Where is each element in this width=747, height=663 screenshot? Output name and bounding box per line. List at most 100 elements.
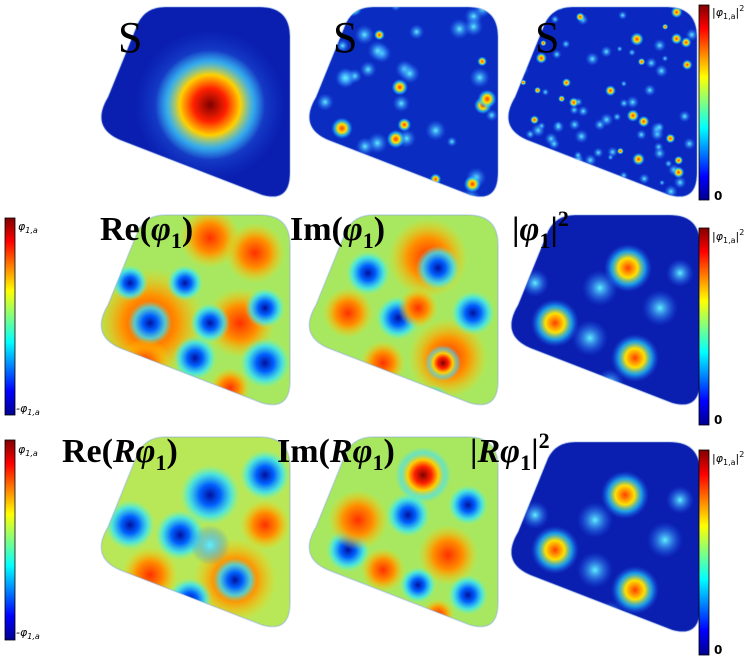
speckle	[661, 55, 669, 62]
speckle	[334, 67, 356, 89]
speckle	[485, 109, 498, 122]
speckle	[508, 54, 517, 62]
colorbar	[698, 449, 710, 656]
speckle	[538, 175, 552, 188]
speckle	[575, 12, 585, 22]
colorbar	[698, 227, 710, 426]
density-plot	[510, 441, 701, 633]
plot-edge	[510, 441, 701, 633]
speckle	[508, 94, 512, 102]
speckle	[349, 180, 365, 196]
speckle	[354, 24, 375, 45]
colorbar	[698, 4, 710, 201]
colorbar	[4, 439, 16, 641]
plot-content	[101, 437, 290, 627]
speckle	[335, 39, 350, 53]
panel-label: |Rφ1|2	[470, 428, 550, 475]
colorbar-label: |φ1,a|2	[712, 450, 744, 467]
blob	[611, 566, 659, 614]
speckle	[587, 193, 599, 197]
blob	[240, 500, 290, 550]
speckle	[508, 7, 511, 9]
panel-label: S	[333, 13, 357, 62]
speckle	[508, 67, 518, 77]
speckle	[510, 46, 520, 56]
blob	[173, 336, 217, 380]
speckle	[354, 190, 367, 197]
blob	[105, 500, 155, 550]
plot-content	[101, 7, 290, 197]
speckle	[674, 155, 684, 165]
plot-edge	[100, 6, 291, 198]
speckle	[612, 112, 622, 122]
panel-label: Re(φ1)	[100, 211, 193, 253]
panel-label: |φ1|2	[512, 206, 569, 253]
blob	[572, 320, 608, 356]
speckle	[662, 23, 669, 30]
speckle	[638, 173, 650, 185]
speckle	[367, 40, 388, 62]
speckle	[594, 118, 606, 131]
blob	[418, 525, 478, 585]
speckle	[665, 133, 676, 144]
speckle	[600, 45, 613, 58]
speckle	[508, 148, 513, 162]
blob	[386, 493, 430, 537]
speckle	[516, 12, 527, 23]
blob	[240, 338, 290, 388]
panel-label: Im(Rφ1)	[277, 433, 395, 475]
blob	[122, 547, 178, 603]
colorbar-label: -φ1,a	[16, 402, 40, 417]
blob	[666, 486, 694, 514]
plot-content	[309, 437, 498, 627]
speckle	[589, 186, 600, 197]
blob	[451, 291, 495, 335]
blob	[180, 465, 240, 525]
speckle	[392, 94, 411, 113]
speckle	[535, 52, 547, 64]
speckle	[658, 179, 666, 186]
blob	[213, 558, 257, 602]
speckle	[654, 64, 669, 78]
speckle	[425, 119, 447, 142]
density-plot	[308, 6, 499, 198]
speckle	[681, 59, 693, 71]
speckle	[391, 78, 409, 96]
blob	[328, 490, 388, 550]
speckle	[626, 109, 640, 122]
speckle	[632, 152, 645, 166]
speckle	[397, 117, 412, 132]
density-plot	[100, 436, 291, 628]
speckle	[511, 178, 525, 191]
speckle	[621, 188, 635, 197]
speckle	[508, 13, 516, 27]
speckle	[654, 121, 665, 133]
density-plot	[507, 6, 698, 198]
speckle	[555, 168, 562, 176]
speckle	[593, 147, 604, 158]
speckle	[386, 129, 406, 149]
speckle	[607, 154, 614, 161]
speckle	[373, 29, 385, 41]
colorbar	[4, 217, 16, 416]
colorbar-label: 0	[714, 413, 722, 427]
colorbar-label: |φ1,a|2	[712, 4, 744, 21]
speckle	[577, 105, 589, 117]
speckle	[558, 95, 566, 103]
speckle	[531, 123, 546, 138]
density-plot	[308, 436, 499, 628]
speckle	[616, 45, 623, 53]
speckle	[551, 49, 562, 60]
blob	[416, 246, 460, 290]
speckle	[516, 40, 527, 52]
blob	[422, 599, 454, 627]
speckle	[678, 110, 691, 123]
speckle	[580, 169, 591, 181]
speckle	[508, 20, 510, 27]
blob	[521, 501, 549, 529]
speckle	[552, 120, 565, 133]
speckle	[585, 51, 600, 66]
blob	[210, 368, 250, 405]
speckle	[540, 156, 549, 165]
